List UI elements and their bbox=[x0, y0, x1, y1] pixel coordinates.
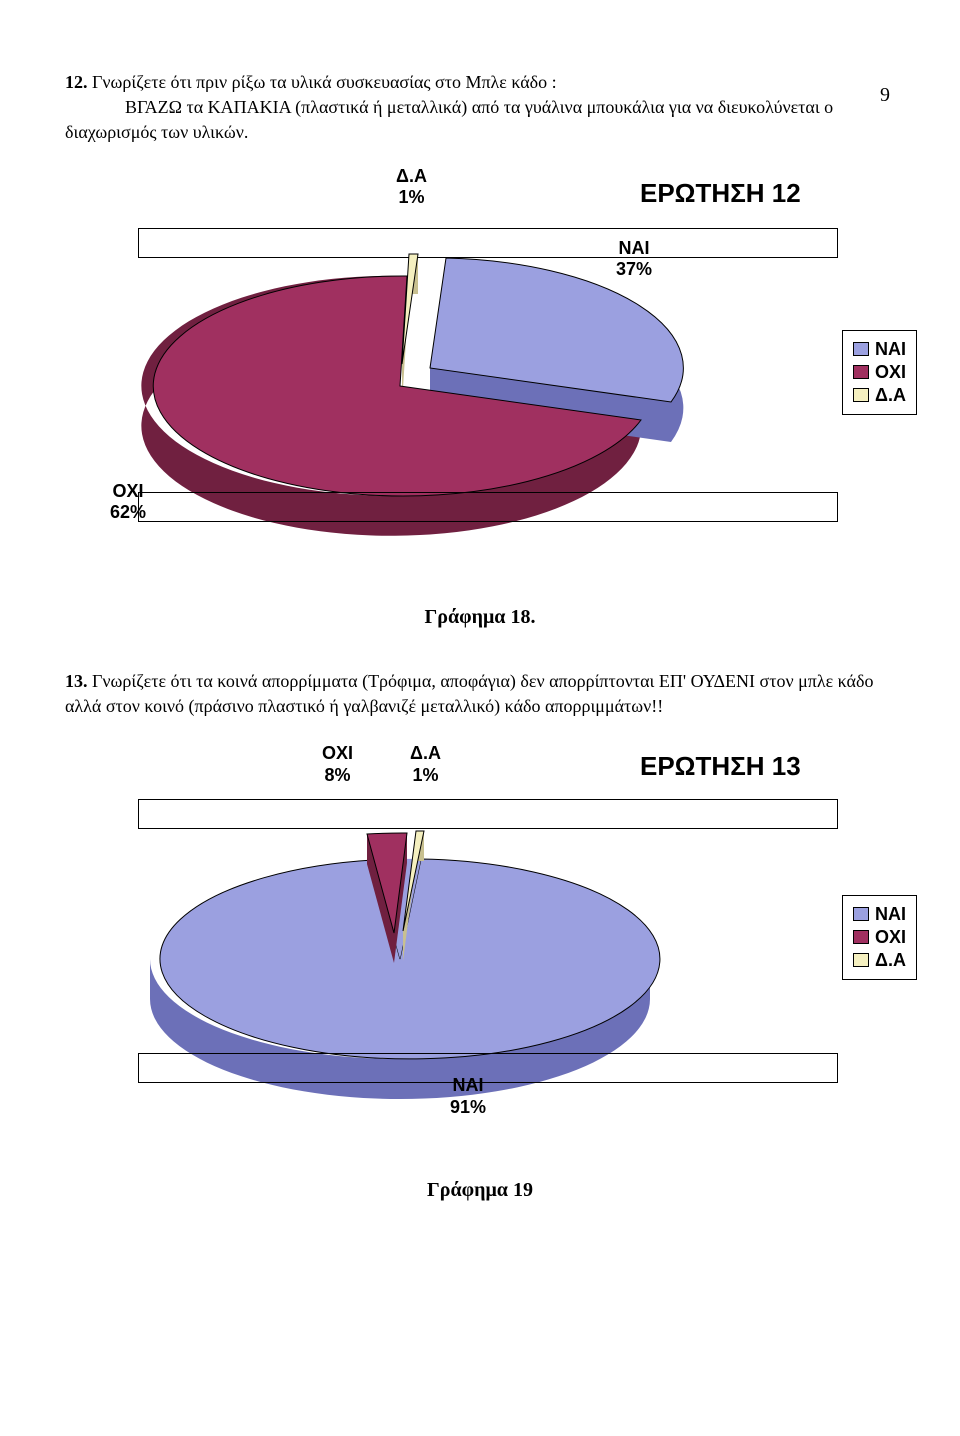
page: 9 12. Γνωρίζετε ότι πριν ρίξω τα υλικά σ… bbox=[0, 70, 960, 1202]
legend13-row-nai: ΝΑΙ bbox=[853, 904, 906, 925]
swatch-oxi bbox=[853, 365, 869, 379]
q12-number: 12. bbox=[65, 72, 88, 92]
legend13-nai-label: ΝΑΙ bbox=[875, 904, 906, 925]
legend-row-oxi: ΟΧΙ bbox=[853, 362, 906, 383]
caption-19: Γράφημα 19 bbox=[0, 1179, 960, 1202]
swatch-da bbox=[853, 388, 869, 402]
question-13: 13. Γνωρίζετε ότι τα κοινά απορρίμματα (… bbox=[65, 669, 895, 719]
chart-12-zone: ΕΡΩΤΗΣΗ 12 bbox=[0, 166, 960, 586]
legend13-da-label: Δ.Α bbox=[875, 950, 906, 971]
chart-13-title: ΕΡΩΤΗΣΗ 13 bbox=[640, 751, 801, 782]
chart-12-frame-bottom bbox=[138, 492, 838, 522]
legend-row-da: Δ.Α bbox=[853, 385, 906, 406]
chart12-label-da: Δ.Α1% bbox=[396, 166, 427, 209]
chart-12-title: ΕΡΩΤΗΣΗ 12 bbox=[640, 178, 801, 209]
chart-12-legend: ΝΑΙ ΟΧΙ Δ.Α bbox=[842, 330, 917, 415]
swatch13-oxi bbox=[853, 930, 869, 944]
chart-13-frame-bottom bbox=[138, 1053, 838, 1083]
page-number: 9 bbox=[880, 84, 890, 107]
legend-da-label: Δ.Α bbox=[875, 385, 906, 406]
q12-line2: ΒΓΑΖΩ τα ΚΑΠΑΚΙΑ (πλαστικά ή μεταλλικά) … bbox=[65, 97, 833, 142]
question-12: 12. Γνωρίζετε ότι πριν ρίξω τα υλικά συσ… bbox=[65, 70, 895, 146]
chart13-label-oxi: ΟΧΙ8% bbox=[322, 743, 353, 786]
q12-line1: Γνωρίζετε ότι πριν ρίξω τα υλικά συσκευα… bbox=[92, 72, 557, 92]
caption-18: Γράφημα 18. bbox=[0, 606, 960, 629]
swatch13-da bbox=[853, 953, 869, 967]
legend13-oxi-label: ΟΧΙ bbox=[875, 927, 906, 948]
legend-oxi-label: ΟΧΙ bbox=[875, 362, 906, 383]
chart-13-zone: ΕΡΩΤΗΣΗ 13 ΟΧ bbox=[0, 739, 960, 1139]
swatch13-nai bbox=[853, 907, 869, 921]
legend-row-nai: ΝΑΙ bbox=[853, 339, 906, 360]
chart12-label-nai: ΝΑΙ37% bbox=[616, 238, 652, 281]
legend13-row-da: Δ.Α bbox=[853, 950, 906, 971]
q13-text: Γνωρίζετε ότι τα κοινά απορρίμματα (Τρόφ… bbox=[65, 671, 873, 716]
chart-13-legend: ΝΑΙ ΟΧΙ Δ.Α bbox=[842, 895, 917, 980]
legend13-row-oxi: ΟΧΙ bbox=[853, 927, 906, 948]
legend-nai-label: ΝΑΙ bbox=[875, 339, 906, 360]
swatch-nai bbox=[853, 342, 869, 356]
chart13-label-da: Δ.Α1% bbox=[410, 743, 441, 786]
q13-number: 13. bbox=[65, 671, 88, 691]
